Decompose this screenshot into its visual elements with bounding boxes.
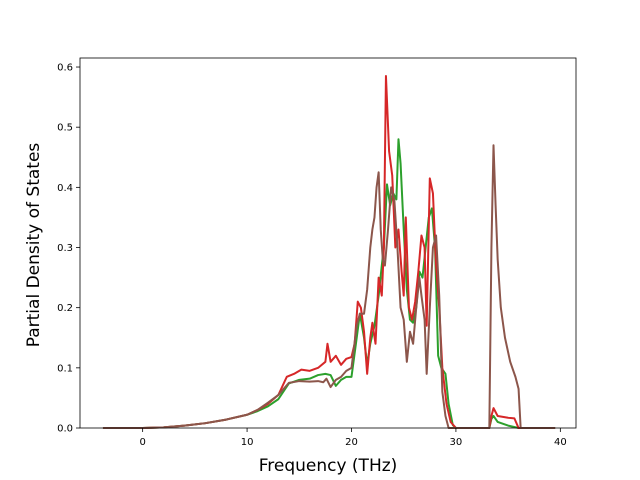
- series-line-2: [102, 75, 556, 429]
- x-axis-ticks: 0 10 20 30 40: [139, 428, 567, 448]
- series-layer: [102, 75, 556, 429]
- y-tick-label: 0.2: [57, 303, 73, 314]
- x-tick-label: 10: [241, 437, 254, 448]
- y-tick-label: 0.4: [57, 183, 73, 194]
- series-line-1: [102, 138, 556, 429]
- x-tick-label: 0: [139, 437, 145, 448]
- y-tick-label: 0.3: [57, 243, 73, 254]
- y-axis-ticks: 0.0 0.1 0.2 0.3 0.4 0.5 0.6: [57, 63, 80, 435]
- x-axis-title: Frequency (THz): [259, 456, 398, 476]
- series-line-3: [102, 144, 556, 429]
- x-tick-label: 40: [554, 437, 567, 448]
- x-tick-label: 30: [450, 437, 463, 448]
- axes-frame: [79, 57, 577, 429]
- y-tick-label: 0.0: [57, 424, 73, 435]
- plot-area: [79, 57, 577, 429]
- x-tick-label: 20: [345, 437, 358, 448]
- y-tick-label: 0.6: [57, 63, 73, 74]
- y-tick-label: 0.1: [57, 363, 73, 374]
- y-tick-label: 0.5: [57, 123, 73, 134]
- y-axis-title: Partial Density of States: [24, 143, 44, 348]
